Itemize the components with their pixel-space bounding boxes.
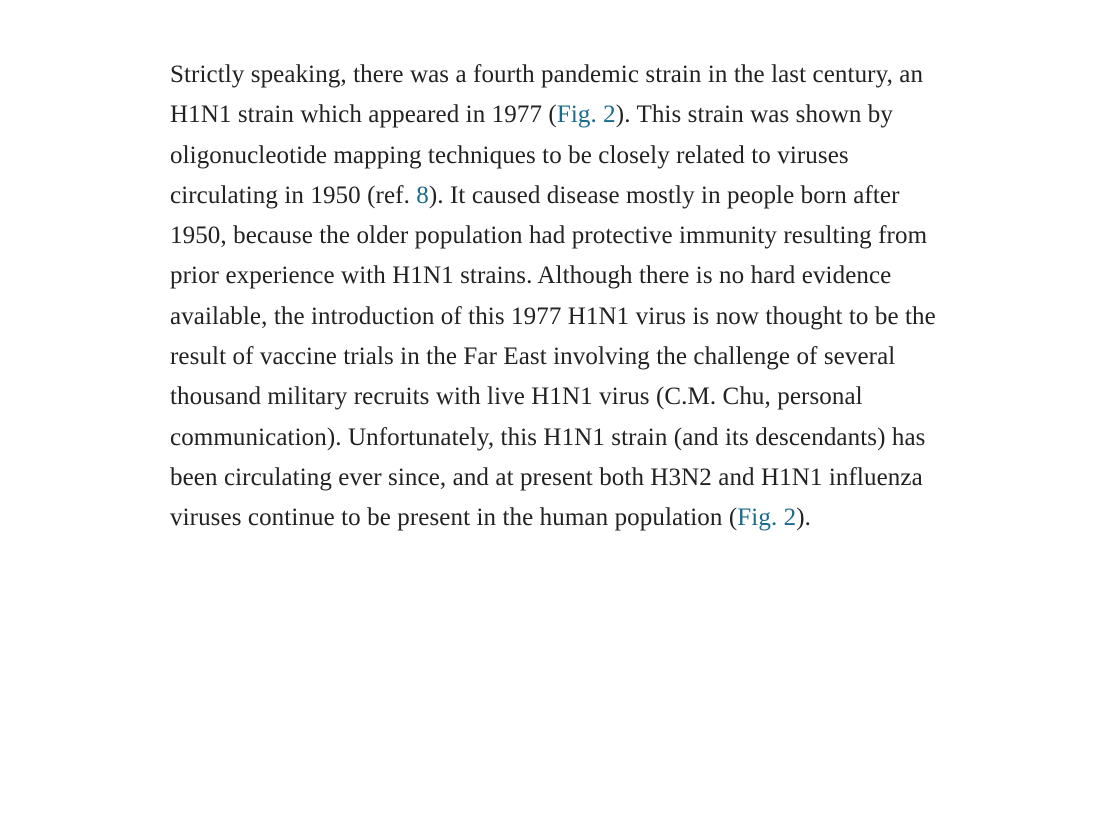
- text-run: ). It caused disease mostly in people bo…: [170, 182, 936, 531]
- figure-2-link[interactable]: Fig. 2: [557, 101, 616, 128]
- figure-2-link-second[interactable]: Fig. 2: [737, 504, 796, 531]
- text-run: ).: [796, 504, 811, 531]
- body-paragraph: Strictly speaking, there was a fourth pa…: [170, 55, 946, 539]
- reference-8-link[interactable]: 8: [416, 182, 429, 209]
